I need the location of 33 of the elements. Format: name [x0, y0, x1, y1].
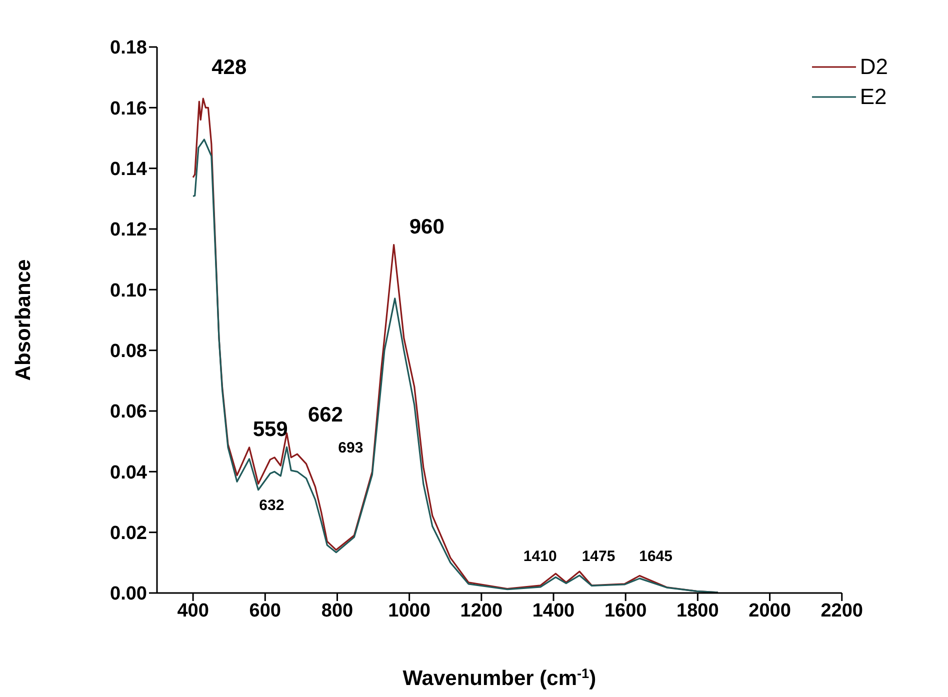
legend-label: E2	[860, 84, 887, 110]
x-axis-title: Wavenumber (cm$^{-1}$)	[402, 666, 596, 690]
annotation: 559	[252, 418, 288, 441]
y-tick-label: 0.16	[110, 98, 147, 120]
x-tick-label: 600	[249, 600, 281, 622]
annotation: 693	[338, 439, 364, 456]
x-tick-label: 1200	[460, 600, 503, 622]
annotation: 1475	[582, 548, 616, 565]
y-tick-label: 0.12	[110, 220, 147, 241]
y-tick-label: 0.08	[110, 341, 147, 362]
y-tick-label: 0.14	[110, 159, 148, 180]
x-tick-label: 2200	[820, 600, 864, 622]
x-tick-label: 400	[177, 600, 209, 622]
x-tick-label: 1400	[532, 600, 575, 622]
x-tick-label: 1000	[388, 600, 430, 622]
annotation: 960	[409, 215, 444, 238]
x-tick-label: 1800	[676, 600, 719, 622]
x-tick-label: 800	[321, 600, 354, 622]
annotation: 1410	[523, 548, 557, 566]
y-tick-label: 0.02	[110, 523, 147, 544]
y-tick-label: 0.00	[110, 584, 147, 605]
annotation: 428	[212, 56, 247, 80]
annotation: 662	[308, 404, 344, 427]
x-tick-label: 2000	[748, 600, 791, 622]
y-tick-label: 0.18	[110, 38, 147, 59]
y-axis-title: Absorbance	[12, 259, 35, 381]
x-tick-label: 1600	[604, 600, 647, 622]
y-tick-label: 0.06	[110, 402, 147, 423]
y-tick-label: 0.04	[110, 462, 148, 484]
annotation: 1645	[639, 548, 673, 566]
annotation: 632	[259, 497, 284, 514]
legend-label: D2	[860, 54, 888, 80]
y-tick-label: 0.10	[110, 280, 147, 302]
